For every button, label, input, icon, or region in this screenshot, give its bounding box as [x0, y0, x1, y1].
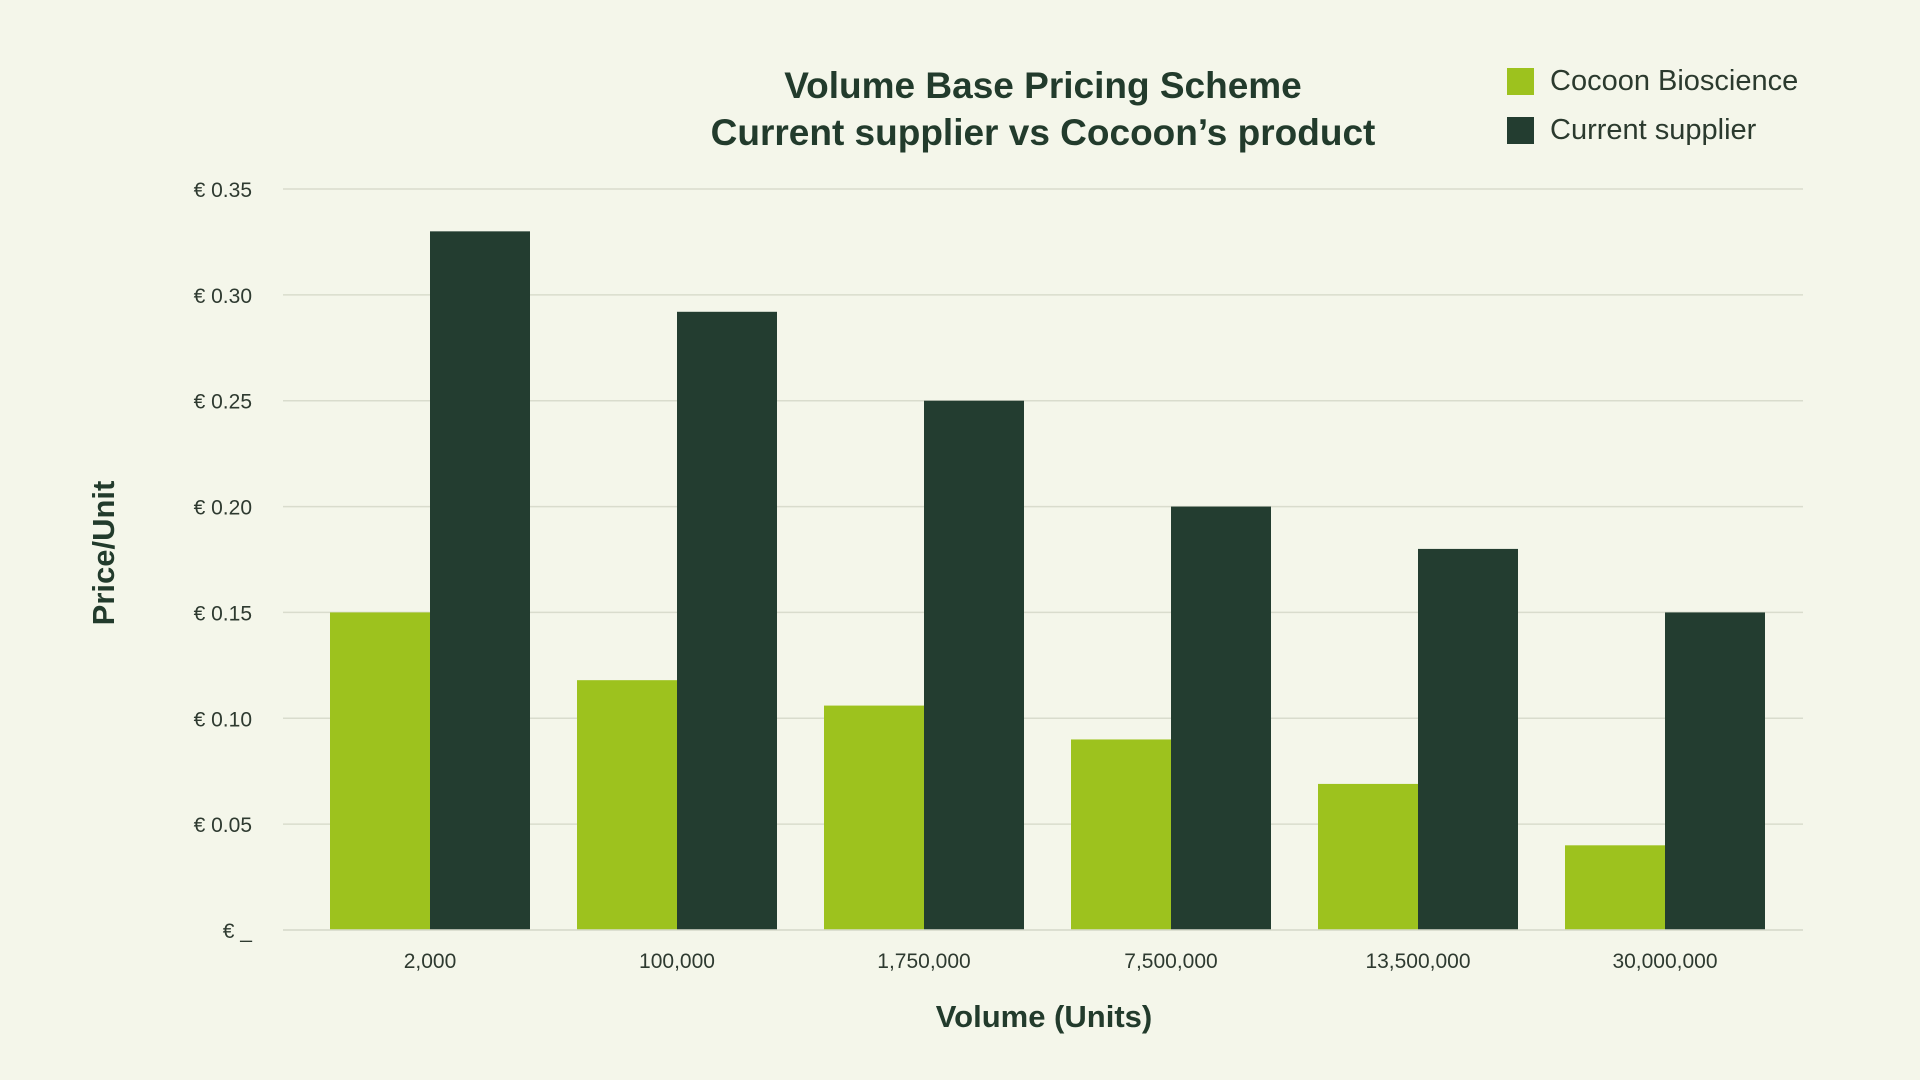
bar-cocoon-bioscience-1-750-000 [824, 705, 924, 930]
legend-swatch-cocoon-bioscience [1507, 68, 1534, 95]
bar-cocoon-bioscience-7-500-000 [1071, 739, 1171, 930]
x-tick-label: 1,750,000 [877, 950, 970, 973]
bar-cocoon-bioscience-2-000 [330, 612, 430, 930]
y-tick-label: € 0.25 [194, 391, 252, 414]
bar-current-supplier-7-500-000 [1171, 506, 1271, 930]
y-tick-label: € 0.10 [194, 708, 252, 731]
bar-current-supplier-30-000-000 [1665, 612, 1765, 930]
bar-current-supplier-2-000 [430, 231, 530, 931]
chart-subtitle: Current supplier vs Cocoon’s product [711, 112, 1376, 153]
x-axis-ticks: 2,000 100,000 1,750,000 7,500,000 13,500,000… [404, 950, 1718, 973]
x-tick-label: 100,000 [639, 950, 715, 973]
bars [283, 231, 1803, 931]
bar-cocoon-bioscience-100-000 [577, 680, 677, 930]
x-tick-label: 30,000,000 [1612, 950, 1717, 973]
y-tick-label: € 0.20 [194, 497, 252, 520]
y-axis-ticks: € _ € 0.05 € 0.10 € 0.15 € 0.20 € 0.25 € 0.30 €… [194, 179, 253, 943]
x-axis-label: Volume (Units) [936, 999, 1152, 1034]
bar-cocoon-bioscience-30-000-000 [1565, 845, 1665, 930]
y-tick-label: € _ [223, 920, 253, 943]
y-tick-label: € 0.35 [194, 179, 252, 202]
bar-current-supplier-13-500-000 [1418, 548, 1518, 930]
y-tick-label: € 0.15 [194, 602, 252, 625]
legend-label-current-supplier: Current supplier [1550, 114, 1757, 146]
bar-current-supplier-100-000 [677, 311, 777, 930]
y-tick-label: € 0.30 [194, 285, 252, 308]
legend: Cocoon Bioscience Current supplier [1507, 65, 1798, 146]
x-tick-label: 7,500,000 [1124, 950, 1217, 973]
x-tick-label: 13,500,000 [1365, 950, 1470, 973]
legend-swatch-current-supplier [1507, 117, 1534, 144]
y-tick-label: € 0.05 [194, 814, 252, 837]
legend-label-cocoon-bioscience: Cocoon Bioscience [1550, 65, 1798, 97]
bar-cocoon-bioscience-13-500-000 [1318, 783, 1418, 930]
chart-title: Volume Base Pricing Scheme [784, 65, 1302, 106]
x-tick-label: 2,000 [404, 950, 457, 973]
y-axis-label: Price/Unit [86, 481, 121, 626]
bar-current-supplier-1-750-000 [924, 400, 1024, 930]
